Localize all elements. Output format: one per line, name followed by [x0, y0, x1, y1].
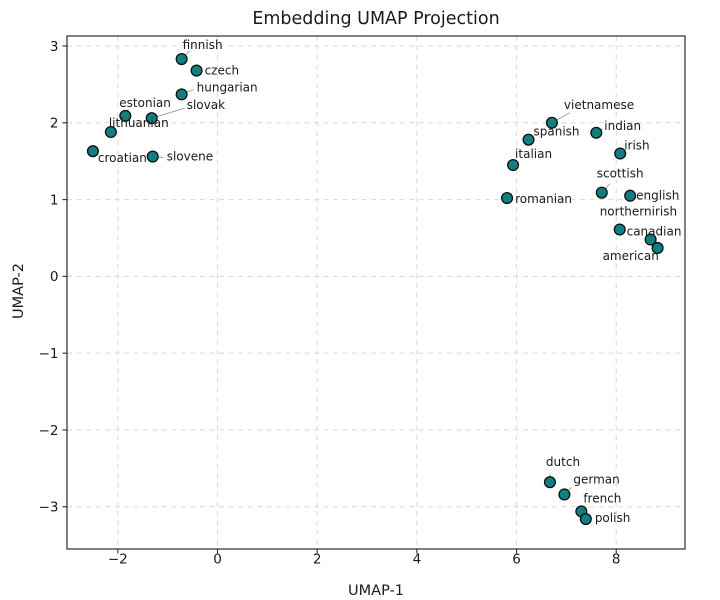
axes-box [66, 35, 686, 550]
data-point-spanish [522, 133, 535, 146]
point-label-indian: indian [604, 119, 641, 133]
x-tick-label: 0 [213, 552, 222, 568]
data-point-irish [614, 147, 627, 160]
point-label-italian: italian [515, 147, 552, 161]
data-point-vietnamese [545, 116, 558, 129]
data-point-estonian [119, 109, 132, 122]
data-point-croatian [86, 145, 99, 158]
point-label-english: english [636, 189, 679, 203]
point-label-french: french [583, 491, 621, 505]
point-label-lithuanian: lithuanian [109, 116, 169, 130]
data-point-hungarian [175, 88, 188, 101]
y-tick-label: −2 [39, 423, 59, 439]
point-label-czech: czech [205, 64, 239, 78]
x-tick-label: 6 [512, 552, 521, 568]
point-label-spanish: spanish [534, 125, 580, 139]
data-point-german [558, 488, 571, 501]
y-tick-label: 2 [50, 116, 59, 132]
data-point-indian [590, 126, 603, 139]
data-point-english [624, 189, 637, 202]
y-tick-label: −3 [39, 500, 59, 516]
point-label-slovak: slovak [187, 98, 225, 112]
point-label-finnish: finnish [183, 38, 223, 52]
chart-title: Embedding UMAP Projection [252, 9, 500, 29]
point-label-croatian: croatian [98, 151, 147, 165]
point-label-scottish: scottish [597, 167, 644, 181]
point-label-irish: irish [624, 138, 649, 152]
data-point-romanian [501, 191, 514, 205]
point-label-american: american [603, 249, 659, 263]
data-point-italian [507, 158, 520, 172]
x-tick-label: −2 [108, 552, 128, 568]
point-label-northernirish: northernirish [600, 205, 677, 219]
point-label-slovene: slovene [167, 150, 213, 164]
y-axis-label: UMAP-2 [11, 263, 27, 319]
x-tick-label: 4 [413, 552, 422, 568]
point-label-hungarian: hungarian [197, 80, 258, 94]
data-point-polish [579, 512, 592, 526]
x-axis-label: UMAP-1 [348, 583, 404, 599]
point-label-polish: polish [595, 511, 630, 525]
point-label-dutch: dutch [546, 455, 580, 469]
data-point-slovak [145, 112, 158, 125]
data-point-scottish [595, 186, 608, 199]
point-label-estonian: estonian [119, 96, 171, 110]
data-point-american [651, 241, 664, 255]
data-point-lithuanian [104, 125, 117, 139]
data-point-czech [190, 64, 203, 77]
point-label-german: german [573, 472, 619, 486]
y-tick-label: −1 [39, 346, 59, 362]
point-label-canadian: canadian [627, 225, 682, 239]
data-point-canadian [644, 233, 657, 246]
y-tick-label: 3 [50, 39, 59, 55]
data-point-northernirish [613, 223, 626, 236]
x-tick-label: 2 [313, 552, 322, 568]
point-label-vietnamese: vietnamese [564, 98, 634, 112]
point-label-romanian: romanian [515, 192, 572, 206]
data-point-dutch [543, 476, 556, 489]
data-point-slovene [146, 150, 159, 163]
data-point-finnish [175, 52, 188, 66]
x-tick-label: 8 [612, 552, 621, 568]
y-tick-label: 1 [50, 192, 59, 208]
y-tick-label: 0 [50, 269, 59, 285]
